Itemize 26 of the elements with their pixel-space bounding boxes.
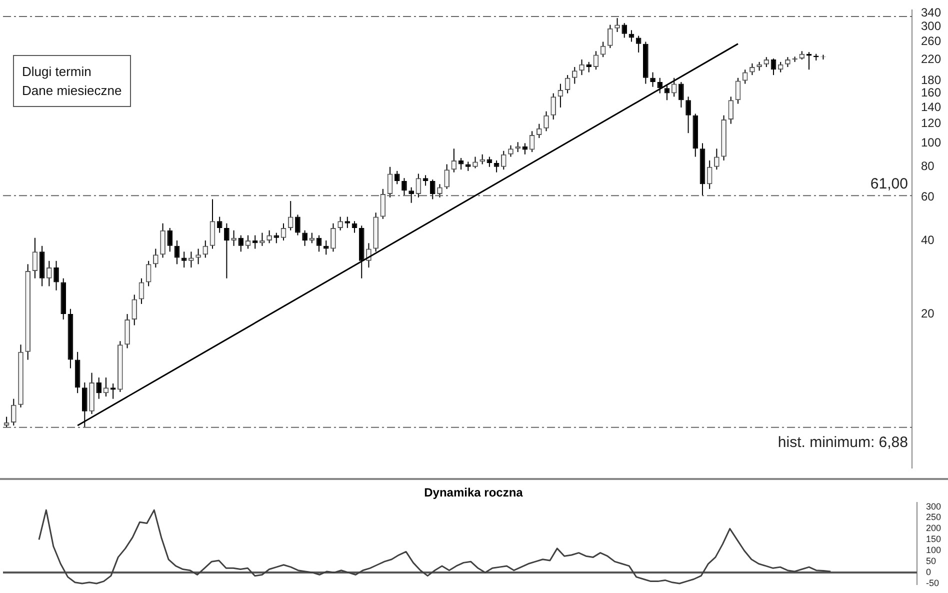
y-tick-label: 50: [926, 556, 936, 566]
y-tick-label: 80: [920, 159, 935, 174]
y-tick-label: 180: [920, 73, 942, 88]
y-tick-label: 0: [926, 567, 931, 578]
y-tick-label: 20: [920, 306, 935, 320]
annotation: Dane miesieczne: [22, 82, 122, 100]
y-tick-label: 340: [920, 6, 942, 20]
y-tick-label: 100: [920, 136, 942, 150]
ref-line-label: hist. minimum: 6,88: [778, 434, 908, 451]
y-tick-label: 250: [926, 512, 942, 522]
y-tick-label: 160: [920, 86, 942, 100]
y-tick-label: 220: [920, 52, 942, 66]
annotation: Dlugi termin: [22, 63, 92, 81]
chart-title: Dynamika roczna: [424, 486, 524, 500]
y-tick-label: 140: [920, 100, 942, 114]
y-tick-label: 150: [926, 534, 942, 544]
y-tick-label: 300: [920, 18, 942, 33]
y-tick-label: 100: [926, 545, 942, 556]
y-tick-label: 60: [920, 190, 935, 204]
y-tick-label: 300: [926, 501, 942, 512]
y-tick-label: 40: [920, 232, 935, 247]
ref-line-label: 61,00: [870, 175, 908, 192]
y-tick-label: -50: [926, 578, 939, 588]
y-tick-label: 260: [920, 34, 942, 48]
y-tick-label: 120: [920, 116, 942, 130]
y-tick-label: 200: [926, 523, 942, 534]
